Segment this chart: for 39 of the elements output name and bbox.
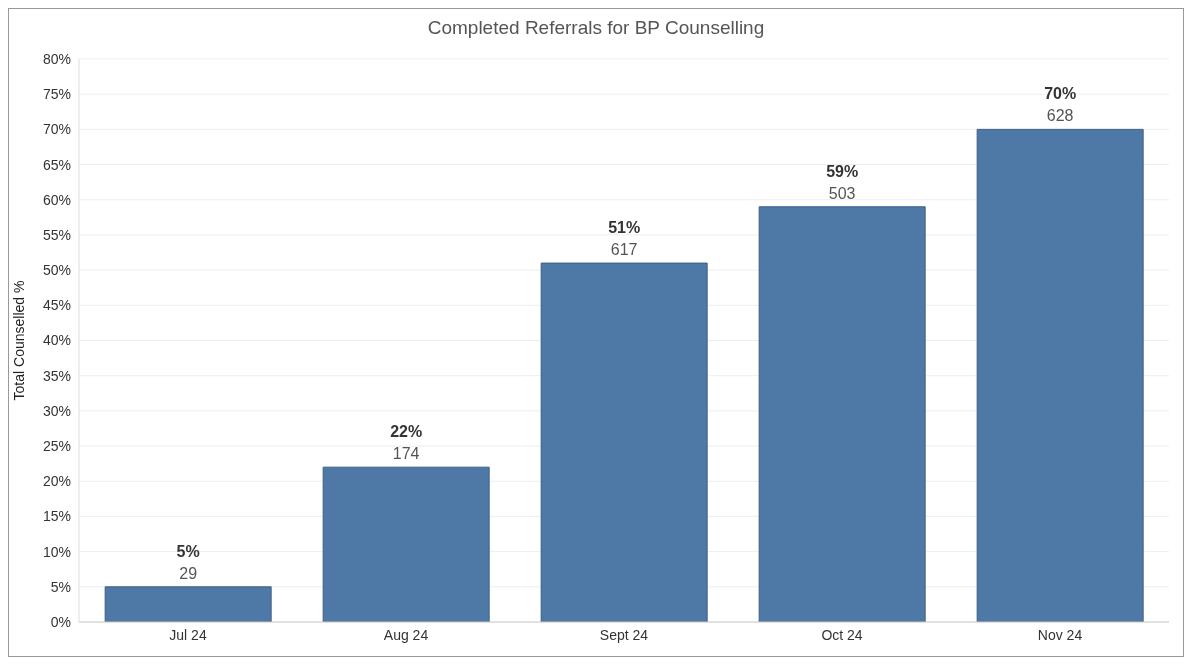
- y-tick-label: 45%: [42, 297, 71, 314]
- y-tick-label: 20%: [42, 473, 71, 490]
- y-tick-label: 75%: [42, 86, 71, 103]
- bar: [104, 586, 272, 622]
- x-tick-label: Aug 24: [383, 626, 429, 643]
- y-tick-label: 80%: [42, 50, 71, 67]
- data-label: 51%: [608, 219, 641, 237]
- x-tick-label: Nov 24: [1037, 626, 1083, 643]
- data-label: 5%: [176, 542, 200, 560]
- annotation: 617: [610, 241, 638, 259]
- y-tick-label: 35%: [42, 367, 71, 384]
- x-tick-label: Jul 24: [169, 626, 207, 643]
- bar: [758, 206, 926, 622]
- bar: [976, 128, 1144, 622]
- y-tick-label: 25%: [42, 438, 71, 455]
- y-tick-label: 60%: [42, 191, 71, 208]
- chart-title: Completed Referrals for BP Counselling: [426, 17, 766, 39]
- y-tick-label: 70%: [42, 121, 71, 138]
- y-tick-label: 65%: [42, 156, 71, 173]
- y-tick-label: 15%: [42, 508, 71, 525]
- y-tick-label: 5%: [50, 578, 71, 595]
- y-tick-label: 50%: [42, 262, 71, 279]
- annotation: 503: [828, 184, 856, 202]
- data-label: 22%: [390, 423, 423, 441]
- y-tick-label: 0%: [50, 613, 71, 630]
- bar: [322, 466, 490, 622]
- annotation: 29: [179, 564, 198, 582]
- x-tick-label: Oct 24: [821, 626, 863, 643]
- data-label: 70%: [1044, 85, 1077, 103]
- x-tick-label: Sept 24: [599, 626, 649, 643]
- bar: [540, 262, 708, 622]
- annotation: 628: [1046, 107, 1074, 125]
- y-tick-label: 40%: [42, 332, 71, 349]
- y-axis-title: Total Counselled %: [10, 280, 27, 401]
- y-tick-label: 55%: [42, 226, 71, 243]
- y-tick-label: 30%: [42, 402, 71, 419]
- annotation: 174: [392, 445, 420, 463]
- y-tick-label: 10%: [42, 543, 71, 560]
- data-label: 59%: [826, 162, 859, 180]
